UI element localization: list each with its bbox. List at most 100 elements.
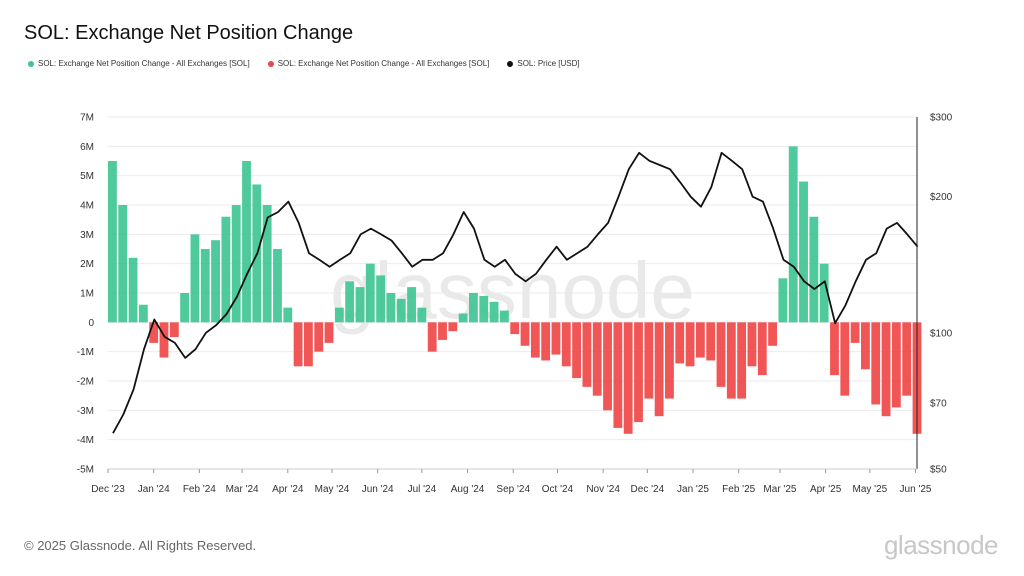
net-position-bar xyxy=(799,181,808,323)
y-left-tick-label: 7M xyxy=(80,113,94,124)
y-right-tick-label: $50 xyxy=(930,465,947,476)
copyright-text: © 2025 Glassnode. All Rights Reserved. xyxy=(24,538,257,553)
legend-item-negative[interactable]: SOL: Exchange Net Position Change - All … xyxy=(267,59,490,68)
legend: SOL: Exchange Net Position Change - All … xyxy=(28,59,580,68)
net-position-bar xyxy=(551,322,561,355)
net-position-bar xyxy=(345,281,355,323)
net-position-bar xyxy=(510,322,520,335)
net-position-bar xyxy=(747,322,757,367)
legend-item-positive[interactable]: SOL: Exchange Net Position Change - All … xyxy=(28,59,250,68)
net-position-bar xyxy=(128,257,138,323)
net-position-bar xyxy=(850,322,860,343)
net-position-bar xyxy=(737,322,747,399)
net-position-bar xyxy=(572,322,582,379)
net-position-bar xyxy=(644,322,654,399)
net-position-bar xyxy=(830,322,839,376)
net-position-bar xyxy=(427,322,437,352)
net-position-bar xyxy=(324,322,334,343)
net-position-bar xyxy=(778,278,788,323)
net-position-bar xyxy=(386,293,396,323)
net-position-bar xyxy=(592,322,602,396)
net-position-bar xyxy=(530,322,540,358)
net-position-bar xyxy=(211,240,220,323)
net-position-bar xyxy=(396,298,406,323)
x-tick-label: Jun '24 xyxy=(362,484,394,495)
net-position-bar xyxy=(871,322,881,405)
y-right-tick-label: $200 xyxy=(930,192,953,203)
net-position-bar xyxy=(489,301,499,323)
net-position-bar xyxy=(231,205,241,323)
legend-item-price[interactable]: SOL: Price [USD] xyxy=(507,59,580,68)
net-position-bar xyxy=(273,249,282,323)
net-position-bar xyxy=(840,322,850,396)
net-position-bar xyxy=(902,322,912,396)
net-position-bar xyxy=(200,249,210,323)
net-position-bar xyxy=(334,307,344,323)
x-tick-label: Mar '24 xyxy=(226,484,259,495)
net-position-bar xyxy=(768,322,778,346)
net-position-bar xyxy=(149,322,159,343)
x-tick-label: Oct '24 xyxy=(542,484,574,495)
net-position-bar xyxy=(819,263,829,323)
legend-label-negative: SOL: Exchange Net Position Change - All … xyxy=(277,59,490,68)
x-tick-label: Jul '24 xyxy=(408,484,437,495)
net-position-bar xyxy=(541,322,551,361)
y-left-tick-label: -5M xyxy=(77,465,94,476)
net-position-bar xyxy=(376,275,386,323)
glassnode-logo: glassnode xyxy=(883,530,999,560)
net-position-bar xyxy=(180,293,190,323)
y-left-tick-label: -4M xyxy=(77,435,94,446)
net-position-bar xyxy=(438,322,447,340)
net-position-bar xyxy=(118,205,128,323)
net-position-bar xyxy=(303,322,313,367)
x-tick-label: May '25 xyxy=(852,484,887,495)
x-tick-label: Sep '24 xyxy=(496,484,530,495)
net-position-bar xyxy=(448,322,458,332)
axis-layer: 7M 6M 5M 4M 3M 2M 1M 0 -1M -2M -3M -4M -5M $300 $200 $1… xyxy=(77,113,953,496)
chart-title: SOL: Exchange Net Position Change xyxy=(24,22,354,44)
net-position-bar xyxy=(221,216,231,323)
net-position-bar xyxy=(603,322,612,411)
y-left-tick-label: 6M xyxy=(80,142,94,153)
net-position-bar xyxy=(757,322,767,376)
net-position-bar xyxy=(665,322,674,399)
net-position-bar xyxy=(314,322,324,352)
net-position-bar xyxy=(407,287,416,323)
net-position-bar xyxy=(788,146,798,323)
y-left-tick-label: -2M xyxy=(77,377,94,388)
net-position-bar xyxy=(891,322,901,408)
net-position-bar xyxy=(417,307,427,323)
net-position-bar xyxy=(499,310,509,323)
y-left-tick-label: -3M xyxy=(77,406,94,417)
net-position-bar xyxy=(561,322,571,367)
x-tick-label: Feb '25 xyxy=(722,484,755,495)
legend-dot-price xyxy=(507,60,514,67)
net-position-bar xyxy=(169,322,179,337)
net-position-bar xyxy=(262,205,272,323)
net-position-bar xyxy=(138,304,148,323)
net-position-bar xyxy=(654,322,664,417)
net-position-bar xyxy=(582,322,592,387)
net-position-bar xyxy=(809,216,819,323)
y-right-tick-label: $70 xyxy=(930,398,947,409)
x-tick-label: Jan '24 xyxy=(138,484,170,495)
legend-label-price: SOL: Price [USD] xyxy=(517,59,580,68)
y-left-tick-label: 0 xyxy=(88,318,94,329)
net-position-bar xyxy=(293,322,303,367)
net-position-bar xyxy=(458,313,468,323)
net-position-bar xyxy=(190,234,200,323)
net-position-bar xyxy=(675,322,685,364)
y-left-tick-label: 2M xyxy=(80,259,94,270)
net-position-bar xyxy=(365,263,375,323)
x-tick-label: Dec '23 xyxy=(91,484,125,495)
legend-label-positive: SOL: Exchange Net Position Change - All … xyxy=(38,59,250,68)
net-position-bar xyxy=(283,307,293,323)
x-tick-label: Dec '24 xyxy=(631,484,665,495)
net-position-bar xyxy=(613,322,623,428)
net-position-bar xyxy=(479,295,489,323)
x-tick-label: Apr '25 xyxy=(810,484,842,495)
y-left-tick-label: 4M xyxy=(80,201,94,212)
net-position-bar xyxy=(726,322,736,399)
net-position-bar xyxy=(881,322,891,417)
